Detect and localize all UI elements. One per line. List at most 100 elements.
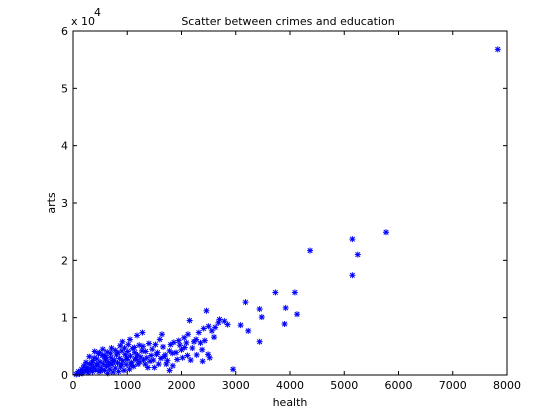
data-point [86,361,93,368]
data-point [349,236,356,243]
data-point [100,361,107,368]
data-point [258,314,265,321]
data-point [100,352,107,359]
data-point [215,319,222,326]
data-point [242,299,249,306]
y-tick-label: 2 [61,254,68,267]
data-point [185,331,192,338]
data-point [132,355,139,362]
data-point [291,289,298,296]
x-tick-label: 8000 [493,379,521,392]
data-point [97,367,104,374]
y-tick-label: 6 [61,25,68,38]
data-markers [73,46,501,378]
y-multiplier-base: x 10 [71,15,95,28]
data-point [80,362,87,369]
x-tick-label: 5000 [330,379,358,392]
data-point [109,358,116,365]
y-tick-label: 1 [61,312,68,325]
data-point [160,343,167,350]
data-point [126,336,133,343]
x-tick-label: 6000 [385,379,413,392]
chart-title: Scatter between crimes and education [181,15,394,28]
data-point [187,357,194,364]
data-point [200,325,207,332]
data-point [175,337,182,344]
data-point [203,307,210,314]
data-point [181,344,188,351]
data-point [354,251,361,258]
data-point [281,320,288,327]
data-point [199,346,206,353]
data-point [167,341,174,348]
data-point [208,327,215,334]
data-point [162,351,169,358]
x-tick-label: 1000 [113,379,141,392]
data-point [83,366,90,373]
data-point [179,354,186,361]
data-point [193,351,200,358]
data-point [181,334,188,341]
data-point [169,350,176,357]
data-point [118,361,125,368]
y-tick-label: 5 [61,82,68,95]
y-tick-label: 0 [61,369,68,382]
data-point [195,329,202,336]
data-point [158,331,165,338]
data-point [184,352,191,359]
data-point [145,340,152,347]
data-point [131,344,138,351]
data-point [105,362,112,369]
data-point [189,345,196,352]
data-point [139,329,146,336]
data-point [137,354,144,361]
data-point [190,338,197,345]
y-axis-label: arts [45,192,58,214]
data-point [197,339,204,346]
data-point [282,304,289,311]
x-tick-label: 7000 [439,379,467,392]
data-point [86,353,93,360]
data-point [183,339,190,346]
axis-tick-labels: 0 1000 2000 3000 4000 5000 6000 7000 8000 0 1 2 3 4 5 6 [61,25,521,392]
data-point [101,367,108,374]
data-point [230,366,237,373]
data-point [349,272,356,279]
data-point [123,361,130,368]
data-point [119,338,126,345]
y-multiplier-exponent: 4 [94,6,101,19]
data-point [212,324,219,331]
data-point [156,336,163,343]
data-point [494,46,501,53]
data-point [99,346,106,353]
data-point [272,289,279,296]
data-point [166,367,173,374]
data-point [148,352,155,359]
data-point [163,361,170,368]
axis-ticks [72,30,508,376]
data-point [107,350,114,357]
data-point [149,346,156,353]
data-point [91,354,98,361]
y-tick-label: 4 [61,140,68,153]
data-point [170,339,177,346]
x-tick-label: 4000 [276,379,304,392]
data-point [383,229,390,236]
data-point [73,371,80,378]
data-point [256,306,263,313]
data-point [142,361,149,368]
x-tick-label: 3000 [222,379,250,392]
y-tick-label: 3 [61,197,68,210]
x-tick-label: 0 [70,379,77,392]
data-point [124,348,131,355]
data-point [138,347,145,354]
data-point [147,358,154,365]
data-point [152,341,159,348]
data-point [117,342,124,349]
x-tick-label: 2000 [168,379,196,392]
data-point [169,362,176,369]
data-point [128,362,135,369]
data-point [205,323,212,330]
